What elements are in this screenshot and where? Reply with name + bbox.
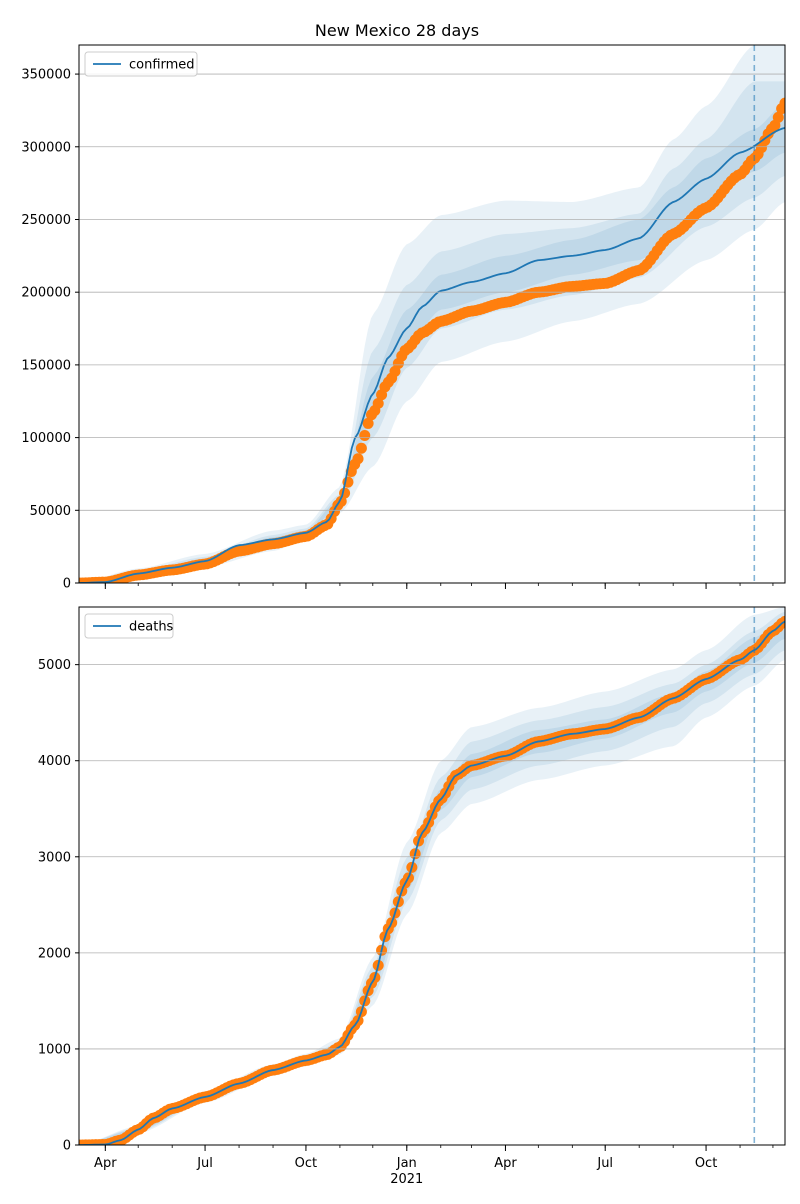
xtick-label-apr: Apr: [494, 1156, 517, 1171]
ytick-label-confirmed-100000: 100000: [21, 431, 71, 446]
confirmed-legend: confirmed: [84, 51, 198, 77]
deaths-legend: deaths: [84, 613, 174, 639]
confirmed-legend-label: confirmed: [129, 58, 195, 73]
ytick-label-confirmed-200000: 200000: [21, 286, 71, 301]
xtick-year-label: 2021: [390, 1172, 423, 1187]
ytick-label-confirmed-0: 0: [63, 577, 71, 592]
xtick-label-oct: Oct: [695, 1156, 717, 1171]
deaths-band-middle: [79, 611, 785, 1145]
xtick-label-jul: Jul: [596, 1156, 613, 1171]
ytick-label-confirmed-250000: 250000: [21, 213, 71, 228]
deaths-plot-area: [79, 607, 785, 1145]
confirmed-model-line: [79, 127, 785, 583]
confirmed-observed-point: [352, 453, 364, 465]
panel-confirmed: 0 50000 100000 150000 200000 250000 300000 3500…: [21, 44, 786, 592]
xtick-label-oct: Oct: [295, 1156, 317, 1171]
confirmed-observed-series: [79, 97, 785, 583]
deaths-axes-frame: [78, 606, 786, 1146]
panel-deaths: 0 1000 2000 3000 4000 5000 Apr Jul Oct Jan Apr Jul O…: [38, 606, 786, 1187]
confirmed-plot-area: [79, 45, 785, 583]
ytick-label-confirmed-350000: 350000: [21, 68, 71, 83]
confirmed-observed-point: [355, 442, 367, 454]
ytick-label-confirmed-300000: 300000: [21, 140, 71, 155]
xtick-label-apr: Apr: [94, 1156, 117, 1171]
ytick-label-confirmed-50000: 50000: [30, 504, 71, 519]
ytick-label-deaths-2000: 2000: [38, 946, 71, 961]
xtick-label-jan: Jan: [396, 1156, 417, 1171]
confirmed-observed-point: [372, 397, 384, 409]
deaths-observed-series: [79, 615, 785, 1145]
confirmed-observed-point: [362, 417, 374, 429]
ytick-label-deaths-4000: 4000: [38, 754, 71, 769]
confirmed-band-outer: [79, 45, 785, 583]
ytick-label-deaths-0: 0: [63, 1139, 71, 1154]
confirmed-legend-box: [84, 51, 198, 77]
deaths-legend-box: [84, 613, 174, 639]
confirmed-observed-point: [359, 430, 371, 442]
deaths-model-line: [79, 620, 785, 1145]
ytick-label-confirmed-150000: 150000: [21, 358, 71, 373]
ytick-label-deaths-3000: 3000: [38, 850, 71, 865]
confirmed-observed-point: [772, 111, 784, 123]
confirmed-axes-frame: [78, 44, 786, 584]
xtick-label-jul: Jul: [196, 1156, 213, 1171]
deaths-band-outer: [79, 607, 785, 1145]
deaths-legend-label: deaths: [129, 620, 174, 635]
ytick-label-deaths-1000: 1000: [38, 1042, 71, 1057]
ytick-label-deaths-5000: 5000: [38, 658, 71, 673]
chart-title: New Mexico 28 days: [315, 21, 479, 40]
confirmed-observed-point: [779, 97, 785, 109]
